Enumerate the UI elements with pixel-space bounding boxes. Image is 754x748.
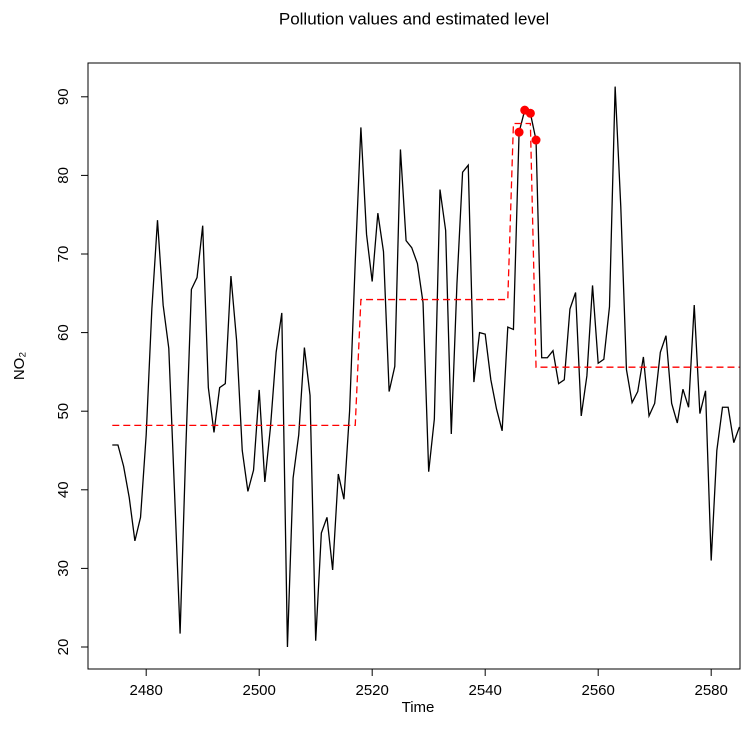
series-line [112,86,741,648]
x-tick-label: 2480 [130,682,163,699]
point [531,135,541,145]
y-axis-label: NO₂ [11,352,28,381]
point [525,108,535,118]
x-tick-label: 2560 [581,682,614,699]
x-tick-label: 2500 [243,682,276,699]
x-tick-label: 2520 [356,682,389,699]
y-tick-label: 30 [55,560,72,577]
y-tick-label: 90 [55,88,72,105]
chart-title: Pollution values and estimated level [279,9,549,28]
x-axis-label: Time [402,699,435,716]
x-tick-label: 2580 [694,682,727,699]
y-tick-label: 80 [55,167,72,184]
x-tick-label: 2540 [469,682,502,699]
y-tick-label: 40 [55,481,72,498]
point [514,127,524,137]
series-line [112,122,740,426]
y-tick-label: 20 [55,639,72,656]
y-tick-label: 70 [55,246,72,263]
y-tick-label: 50 [55,403,72,420]
plot-box [87,62,741,670]
y-tick-label: 60 [55,324,72,341]
